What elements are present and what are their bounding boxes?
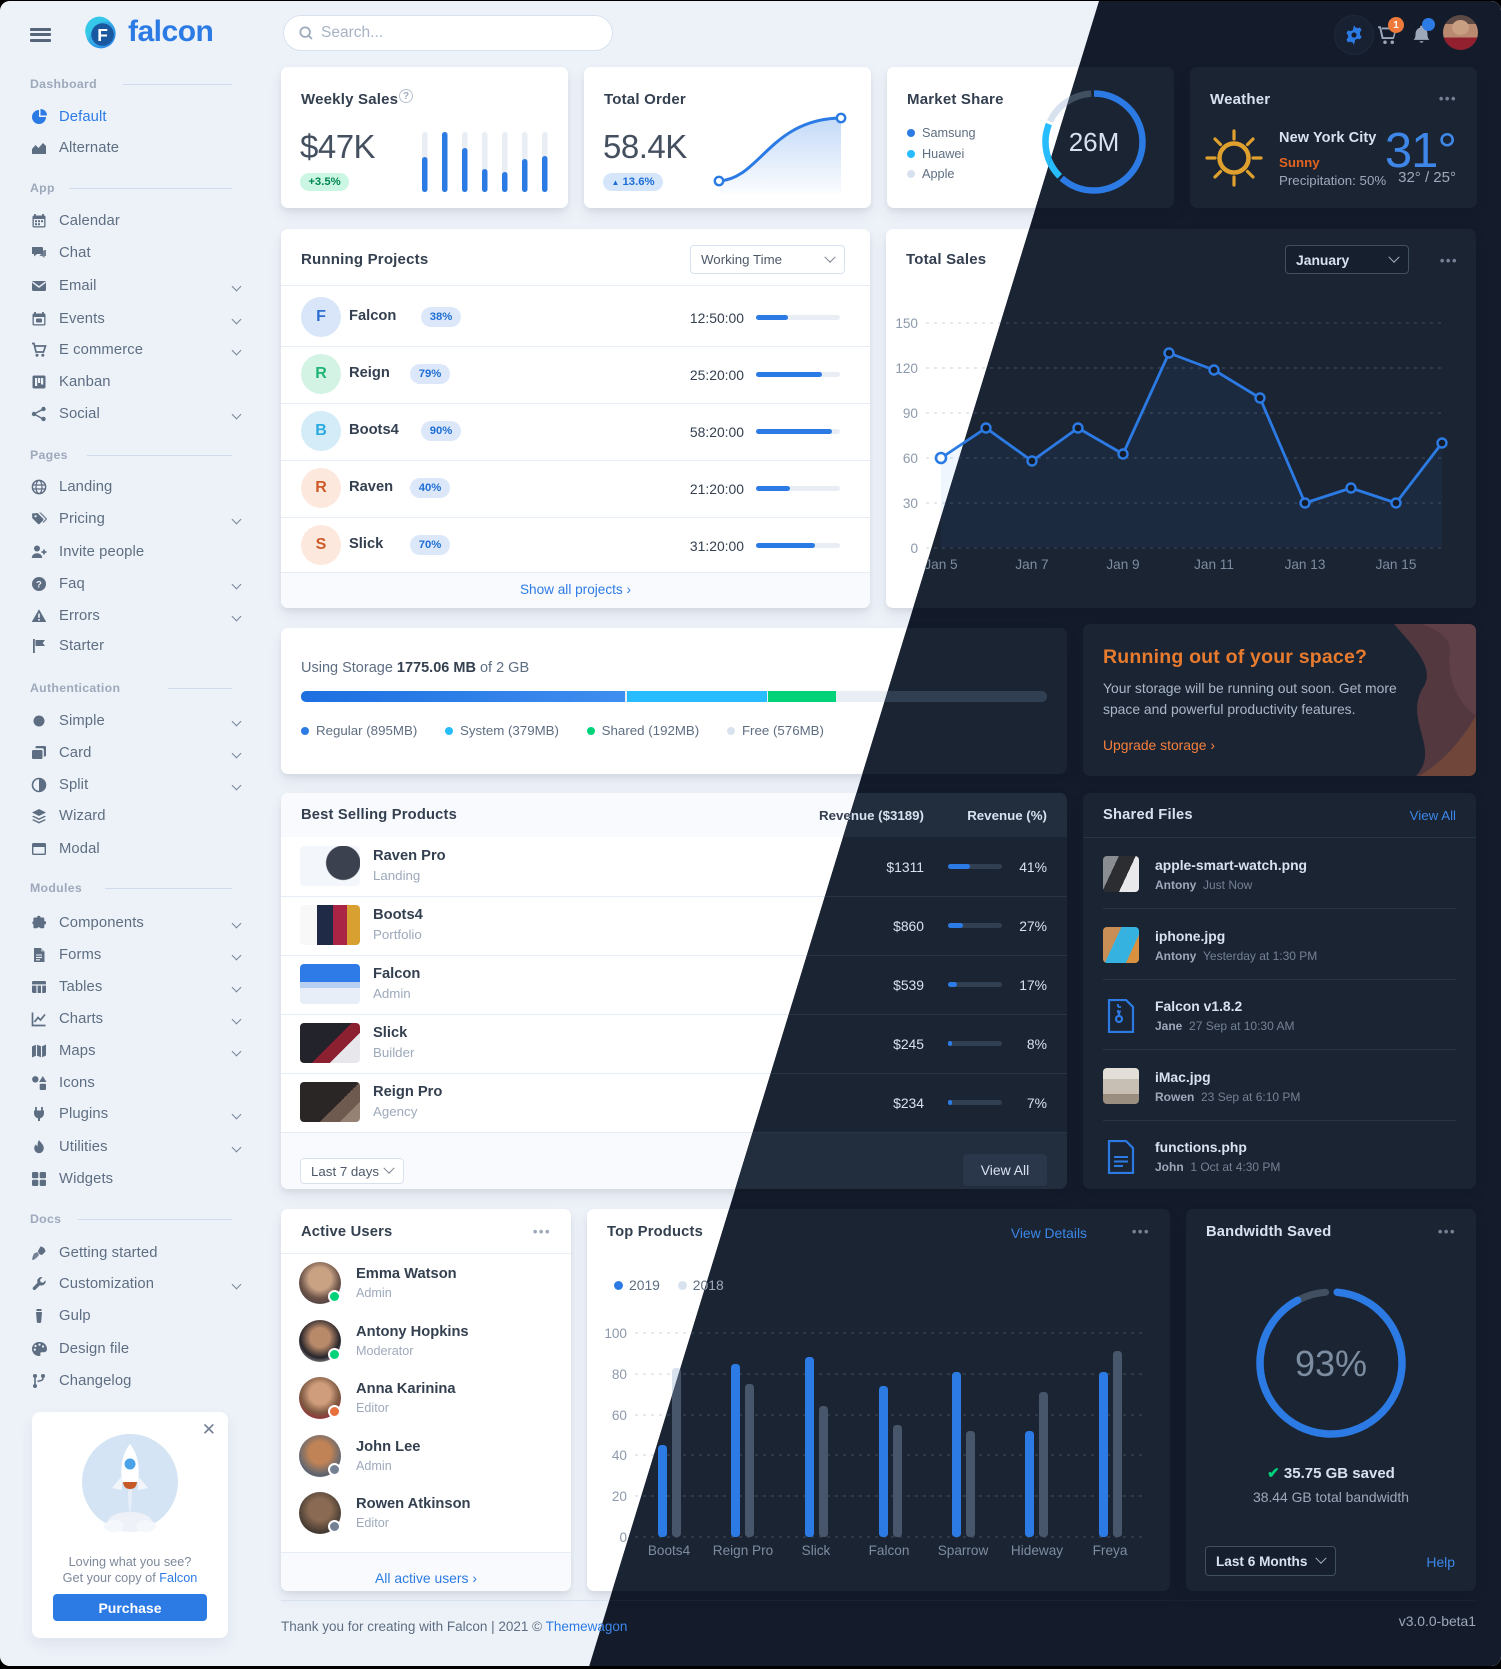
- svg-text:Slick: Slick: [802, 1543, 831, 1558]
- svg-text:Hideway: Hideway: [1011, 1543, 1063, 1558]
- svg-text:80: 80: [612, 1367, 628, 1382]
- svg-text:0: 0: [910, 541, 918, 556]
- svg-text:Jan 5: Jan 5: [924, 557, 957, 572]
- svg-text:60: 60: [903, 451, 919, 466]
- svg-text:Jan 13: Jan 13: [1285, 557, 1326, 572]
- svg-text:20: 20: [612, 1489, 628, 1504]
- svg-text:0: 0: [619, 1530, 627, 1545]
- svg-text:90: 90: [903, 406, 919, 421]
- svg-text:150: 150: [895, 316, 918, 331]
- svg-text:Jan 7: Jan 7: [1015, 557, 1048, 572]
- svg-text:Jan 15: Jan 15: [1376, 557, 1417, 572]
- svg-text:26M: 26M: [1069, 127, 1120, 157]
- svg-text:40: 40: [612, 1448, 628, 1463]
- svg-text:Sparrow: Sparrow: [938, 1543, 989, 1558]
- svg-text:?: ?: [36, 579, 42, 590]
- svg-text:Jan 9: Jan 9: [1106, 557, 1139, 572]
- svg-text:Jan 11: Jan 11: [1194, 557, 1234, 572]
- svg-text:30: 30: [903, 496, 919, 511]
- svg-text:100: 100: [604, 1326, 627, 1341]
- svg-text:60: 60: [612, 1408, 628, 1423]
- svg-text:F: F: [97, 25, 108, 45]
- svg-text:Freya: Freya: [1093, 1543, 1128, 1558]
- svg-text:Reign Pro: Reign Pro: [713, 1543, 773, 1558]
- svg-text:Falcon: Falcon: [869, 1543, 910, 1558]
- svg-text:Boots4: Boots4: [648, 1543, 691, 1558]
- svg-text:120: 120: [895, 361, 918, 376]
- svg-text:93%: 93%: [1295, 1343, 1367, 1384]
